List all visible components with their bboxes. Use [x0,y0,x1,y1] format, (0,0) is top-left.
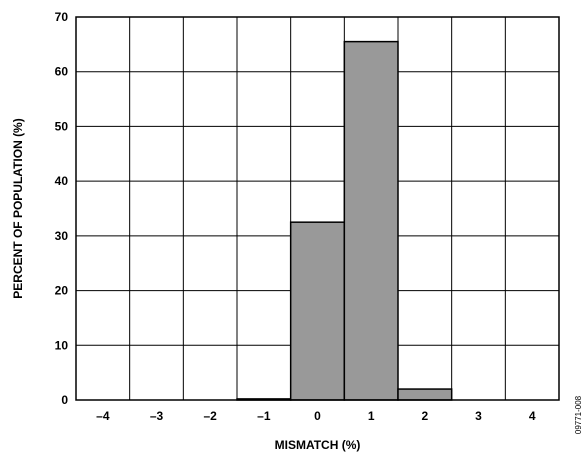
bars [236,40,453,401]
bar-5 [343,40,399,401]
x-tick-labels: –4 –3 –2 –1 0 1 2 3 4 [96,409,536,423]
x-tick-label: 1 [368,409,375,423]
y-tick-label: 50 [55,119,69,133]
y-tick-label: 40 [55,174,69,188]
y-tick-label: 10 [55,338,69,352]
x-tick-label: –1 [257,409,271,423]
x-axis-title: MISMATCH (%) [275,438,361,452]
x-tick-label: 3 [475,409,482,423]
y-tick-label: 70 [55,10,69,24]
bar-6 [397,388,453,401]
y-tick-label: 20 [55,284,69,298]
x-tick-label: 2 [421,409,428,423]
x-tick-label: –4 [96,409,110,423]
x-tick-label: 4 [529,409,536,423]
plot-frame [75,16,560,401]
y-tick-label: 60 [55,65,69,79]
x-tick-label: 0 [314,409,321,423]
y-tick-label: 30 [55,229,69,243]
y-tick-label: 0 [61,393,68,407]
y-tick-labels: 0 10 20 30 40 50 60 70 [55,10,69,407]
y-axis-title: PERCENT OF POPULATION (%) [11,118,25,298]
figure-code: 09771-008 [574,395,583,434]
x-tick-label: –3 [150,409,164,423]
bar-4 [289,221,346,401]
x-tick-label: –2 [203,409,217,423]
